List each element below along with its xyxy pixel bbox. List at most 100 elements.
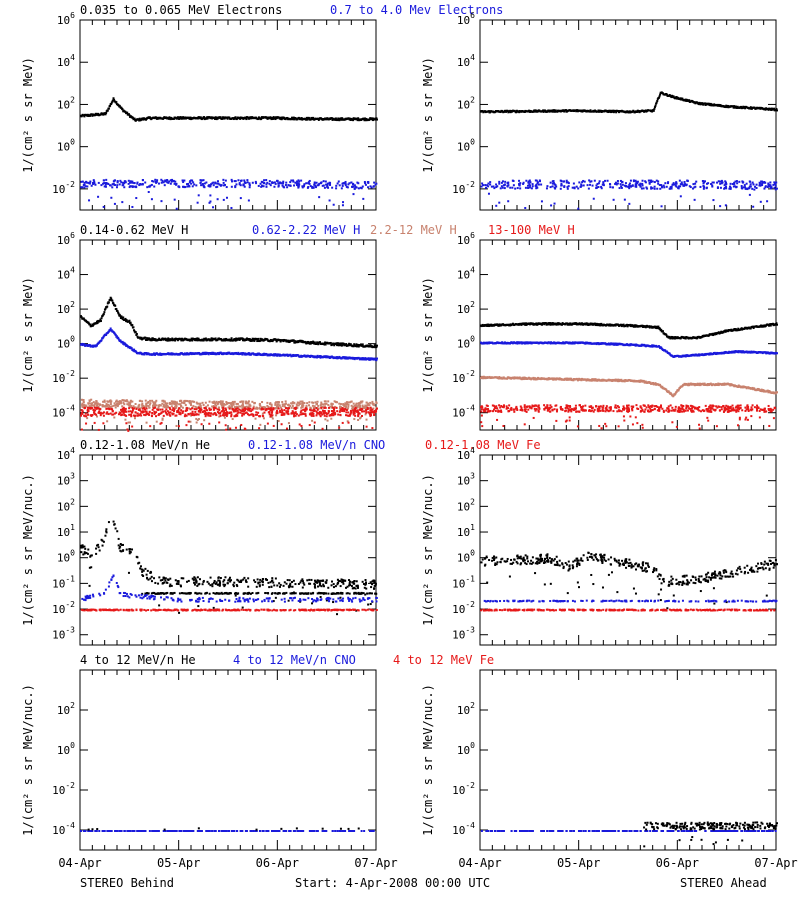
data-point [737, 327, 740, 330]
data-point [347, 183, 350, 186]
data-point [711, 181, 714, 184]
data-point [122, 342, 125, 345]
data-point [226, 116, 229, 119]
data-point [247, 408, 250, 411]
data-point [132, 326, 135, 329]
data-point [129, 180, 132, 183]
data-point [103, 182, 106, 185]
data-point [138, 399, 141, 402]
data-point [212, 351, 215, 354]
data-point [208, 407, 211, 410]
data-point [268, 407, 271, 410]
data-point [247, 401, 250, 404]
data-point [344, 405, 347, 408]
data-point [266, 401, 269, 404]
data-point [178, 407, 181, 410]
data-point [337, 117, 340, 120]
data-point [602, 184, 605, 187]
data-point [659, 93, 662, 96]
data-point [373, 410, 376, 413]
data-point [162, 403, 165, 406]
data-point [600, 185, 603, 188]
data-point [691, 187, 694, 190]
y-tick-label: 100 [457, 138, 475, 154]
data-point [258, 415, 261, 418]
data-point [89, 344, 92, 347]
data-point [650, 179, 653, 182]
data-point [193, 414, 196, 417]
data-point [108, 406, 111, 409]
data-point [360, 401, 363, 404]
data-point [287, 339, 290, 342]
data-point [323, 400, 326, 403]
data-point [108, 399, 111, 402]
data-point [734, 180, 737, 183]
data-point [203, 406, 206, 409]
data-point [272, 407, 275, 410]
data-point [617, 109, 620, 112]
data-point [553, 202, 556, 205]
data-point [354, 409, 357, 412]
data-point [131, 116, 134, 119]
data-point [555, 185, 558, 188]
data-point [193, 408, 196, 411]
data-point [279, 340, 282, 343]
data-point [364, 182, 367, 185]
data-point [329, 341, 332, 344]
data-point [204, 415, 207, 418]
data-point [210, 116, 213, 119]
y-tick-label: 106 [457, 11, 475, 27]
data-point [659, 328, 662, 331]
data-point [114, 404, 117, 407]
data-point [730, 328, 733, 331]
data-point [287, 403, 290, 406]
data-point [276, 409, 279, 412]
data-point [668, 94, 671, 97]
data-point [371, 408, 374, 411]
data-point [353, 343, 356, 346]
data-point [181, 411, 184, 414]
data-point [82, 406, 85, 409]
data-point [523, 110, 526, 113]
data-point [255, 182, 258, 185]
data-point [291, 116, 294, 119]
data-point [292, 353, 295, 356]
data-point [311, 186, 314, 189]
data-point [649, 180, 652, 183]
data-point [127, 410, 130, 413]
data-point [161, 402, 164, 405]
data-point [131, 411, 134, 414]
data-point [107, 413, 110, 416]
data-point [276, 401, 279, 404]
data-point [182, 185, 185, 188]
data-point [307, 182, 310, 185]
data-point [346, 407, 349, 410]
data-point [148, 406, 151, 409]
data-point [157, 182, 160, 185]
data-point [176, 339, 179, 342]
data-point [101, 314, 104, 317]
data-point [501, 180, 504, 183]
data-point [144, 414, 147, 417]
data-point [358, 417, 361, 420]
data-point [336, 356, 339, 359]
data-point [318, 413, 321, 416]
data-point [201, 411, 204, 414]
data-point [265, 185, 268, 188]
data-point [121, 399, 124, 402]
data-point [336, 118, 339, 121]
data-point [128, 407, 131, 410]
data-point [363, 119, 366, 122]
data-point [248, 352, 251, 355]
data-point [305, 406, 308, 409]
data-point [241, 337, 244, 340]
data-point [124, 317, 127, 320]
data-point [338, 119, 341, 122]
data-point [168, 116, 171, 119]
data-point [560, 184, 563, 187]
data-point [304, 407, 307, 410]
data-point [590, 180, 593, 183]
data-point [328, 199, 331, 202]
data-point [553, 183, 556, 186]
data-point [247, 353, 250, 356]
